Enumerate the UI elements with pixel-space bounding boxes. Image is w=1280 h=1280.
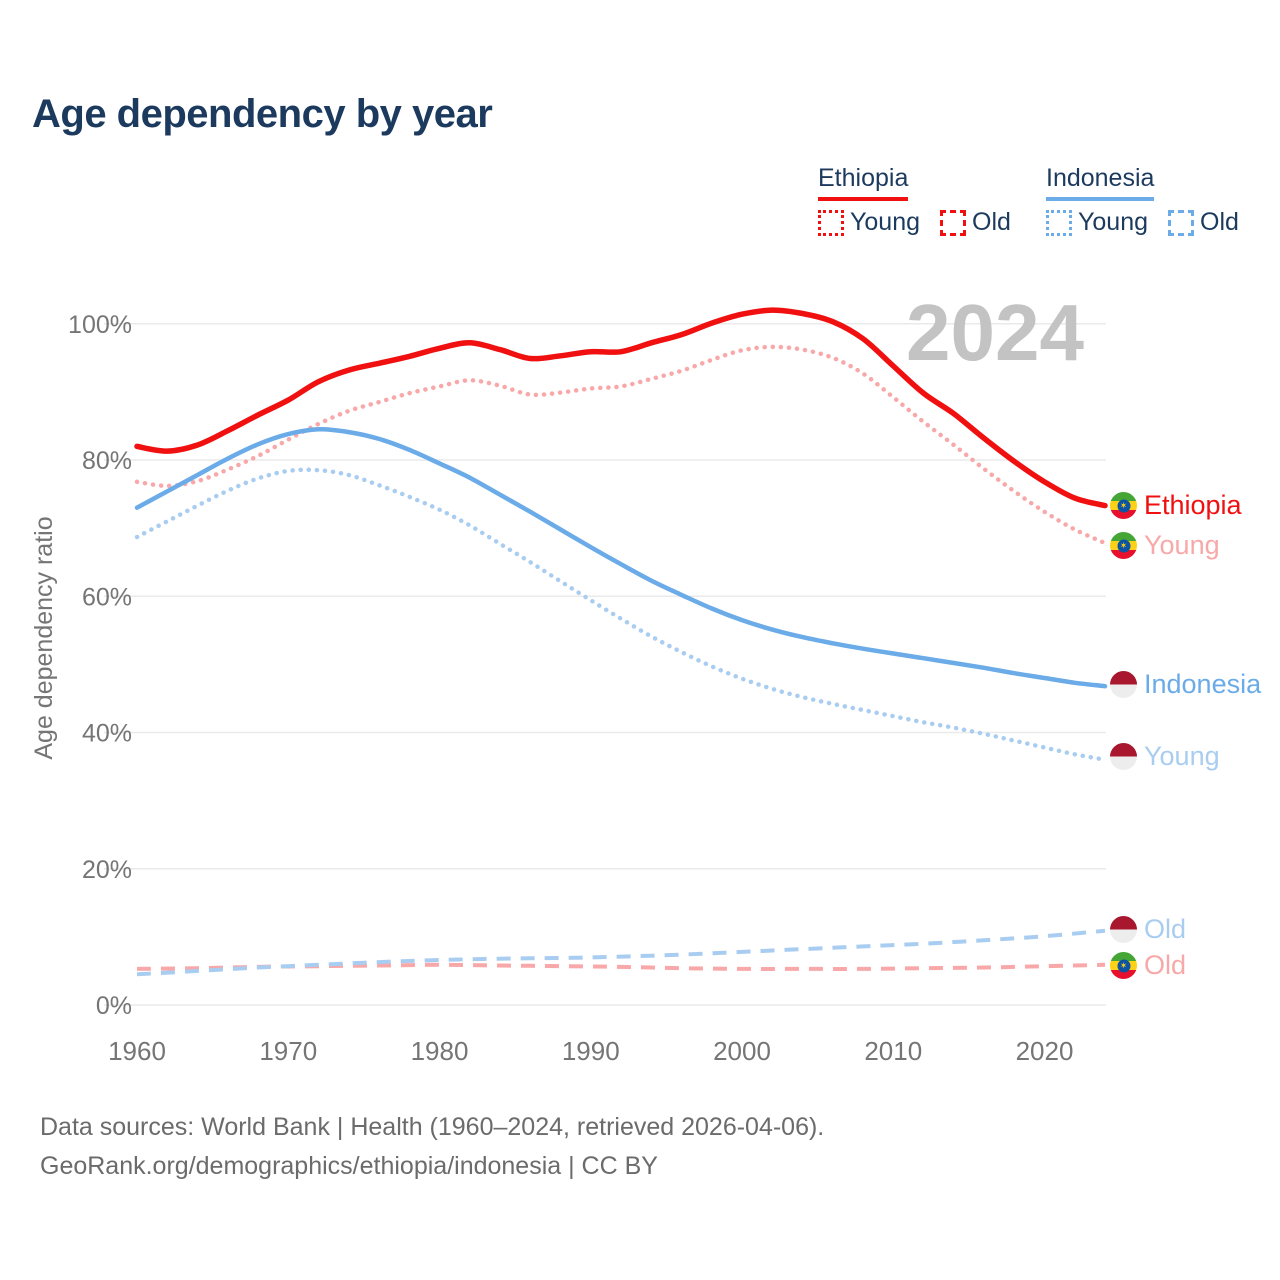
x-tick-label: 1960 (108, 1036, 166, 1066)
legend-item-indonesia-young[interactable]: Young (1046, 208, 1148, 237)
indonesia-flag-icon (1110, 743, 1137, 770)
legend-item-label: Young (1078, 208, 1148, 236)
series-label-indonesia-young[interactable]: Young (1110, 743, 1220, 770)
series-label-indonesia-old[interactable]: Old (1110, 916, 1186, 943)
x-tick-label: 1990 (562, 1036, 620, 1066)
series-label-indonesia[interactable]: Indonesia (1110, 671, 1261, 698)
y-tick-label: 60% (82, 583, 132, 611)
legend-group-indonesia: Indonesia Young Old (1046, 164, 1239, 237)
ethiopia-flag-icon (1110, 492, 1137, 519)
footer-attribution-line: GeoRank.org/demographics/ethiopia/indone… (40, 1152, 658, 1180)
x-tick-label: 2010 (864, 1036, 922, 1066)
y-tick-label: 0% (96, 992, 132, 1020)
series-label-text: Young (1144, 741, 1220, 771)
series-label-text: Old (1144, 914, 1187, 944)
legend-item-label: Old (1200, 208, 1239, 236)
indonesia-old-swatch-icon (1168, 209, 1194, 236)
legend-item-ethiopia-old[interactable]: Old (940, 208, 1011, 237)
y-tick-label: 80% (82, 447, 132, 475)
ethiopia-old-swatch-icon (940, 209, 966, 236)
y-tick-label: 20% (82, 856, 132, 884)
legend-group-ethiopia: Ethiopia Young Old (818, 164, 1011, 237)
legend-item-label: Old (972, 208, 1011, 236)
series-label-text: Ethiopia (1144, 490, 1242, 520)
footer: Data sources: World Bank | Health (1960–… (40, 1108, 824, 1186)
legend-ethiopia-label[interactable]: Ethiopia (818, 164, 909, 201)
series-ethiopia-young (134, 344, 1108, 546)
y-tick-label: 100% (68, 311, 132, 339)
indonesia-young-swatch-icon (1046, 209, 1072, 236)
legend-item-ethiopia-young[interactable]: Young (818, 208, 920, 237)
ethiopia-flag-icon (1110, 532, 1137, 559)
page-title: Age dependency by year (32, 92, 493, 136)
series-ethiopia-old (136, 962, 1106, 971)
series-indonesia-young (134, 467, 1108, 763)
x-tick-label: 1970 (259, 1036, 317, 1066)
x-tick-label: 2020 (1016, 1036, 1074, 1066)
y-tick-label: 40% (82, 720, 132, 748)
x-tick-label: 2000 (713, 1036, 771, 1066)
indonesia-flag-icon (1110, 916, 1137, 943)
watermark: 2024 (906, 288, 1084, 377)
indonesia-flag-icon (1110, 671, 1137, 698)
legend-item-label: Young (850, 208, 920, 236)
series-label-ethiopia-young[interactable]: Young (1110, 532, 1220, 559)
series-label-ethiopia-old[interactable]: Old (1110, 952, 1186, 979)
ethiopia-flag-icon (1110, 952, 1137, 979)
series-indonesia (134, 427, 1108, 689)
series-label-ethiopia[interactable]: Ethiopia (1110, 492, 1242, 519)
series-lines (134, 307, 1108, 977)
series-label-text: Young (1144, 530, 1220, 560)
legend-indonesia-label[interactable]: Indonesia (1046, 164, 1155, 201)
y-axis-title: Age dependency ratio (30, 516, 58, 759)
series-label-text: Old (1144, 950, 1187, 980)
gridlines: 0% 20% 40% 60% 80% 100% 1960 1970 1980 1990 2000 20… (68, 311, 1106, 1066)
footer-source-line: Data sources: World Bank | Health (1960–… (40, 1113, 825, 1141)
legend-item-indonesia-old[interactable]: Old (1168, 208, 1239, 237)
series-ethiopia (134, 307, 1108, 509)
series-indonesia-old (136, 928, 1106, 977)
x-tick-label: 1980 (411, 1036, 469, 1066)
series-label-text: Indonesia (1144, 669, 1262, 699)
ethiopia-young-swatch-icon (818, 209, 844, 236)
